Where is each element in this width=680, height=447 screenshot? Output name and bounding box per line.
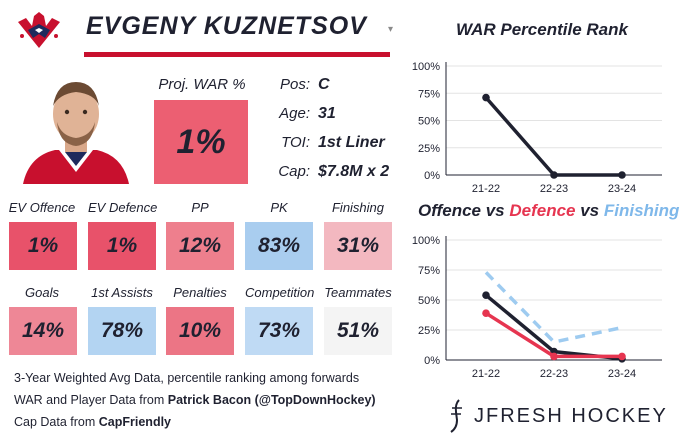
footnote-prefix: WAR and Player Data from — [14, 393, 168, 407]
war-percentile-chart: 0% 25% 50% 75% 100% 21-22 22-23 23-24 — [412, 61, 662, 195]
stat-label-competition: Competition — [245, 285, 315, 300]
info-key: Cap: — [278, 163, 310, 180]
chart-title-offence-defence-finishing: Offence vs Defence vs Finishing — [418, 201, 679, 221]
proj-war-value: 1% — [154, 100, 248, 184]
x-tick-label: 22-23 — [540, 183, 568, 195]
footnote-war-source: WAR and Player Data from Patrick Bacon (… — [14, 393, 376, 407]
stat-tile-teammates: 51% — [324, 307, 392, 355]
stat-tile-ev-offence: 1% — [9, 222, 77, 270]
stat-tile-1st-assists: 78% — [88, 307, 156, 355]
info-key: Pos: — [279, 76, 310, 93]
y-tick-label: 50% — [418, 116, 440, 128]
chart-title-war: WAR Percentile Rank — [456, 20, 628, 39]
x-tick-label: 23-24 — [608, 368, 636, 380]
x-tick-label: 21-22 — [472, 183, 500, 195]
data-point — [618, 352, 626, 361]
title-vs: vs — [575, 201, 604, 220]
series-line — [484, 271, 623, 344]
x-tick-label: 21-22 — [472, 368, 500, 380]
stat-tile-competition: 73% — [245, 307, 313, 355]
title-defence: Defence — [509, 201, 576, 220]
info-row-toi: TOI: 1st Liner — [266, 134, 396, 156]
info-value: C — [318, 76, 330, 93]
stat-tile-goals: 14% — [9, 307, 77, 355]
stat-label-penalties: Penalties — [173, 285, 227, 300]
x-tick-label: 23-24 — [608, 183, 636, 195]
stat-tile-ev-defence: 1% — [88, 222, 156, 270]
source-link-patrick-bacon[interactable]: Patrick Bacon (@TopDownHockey) — [167, 393, 376, 407]
data-point — [618, 171, 626, 179]
info-key: TOI: — [281, 134, 310, 151]
info-value: $7.8M x 2 — [318, 163, 390, 180]
brand-name: JFRESH HOCKEY — [474, 404, 668, 427]
stat-tile-penalties: 10% — [166, 307, 234, 355]
y-tick-label: 100% — [412, 61, 440, 73]
info-row-position: Pos: C — [266, 76, 396, 98]
y-tick-label: 0% — [424, 170, 440, 182]
source-link-capfriendly[interactable]: CapFriendly — [98, 415, 172, 429]
info-key: Age: — [279, 105, 310, 122]
player-name: EVGENY KUZNETSOV — [86, 12, 367, 40]
y-tick-label: 25% — [418, 325, 440, 337]
chevron-down-icon[interactable]: ▾ — [388, 24, 394, 35]
title-finishing: Finishing — [603, 201, 680, 220]
stat-label-finishing: Finishing — [331, 200, 385, 215]
team-logo — [12, 8, 66, 54]
footnote-method: 3-Year Weighted Avg Data, percentile ran… — [14, 371, 360, 385]
data-point — [482, 291, 490, 299]
stat-label-ev-offence: EV Offence — [8, 200, 76, 215]
series-line — [484, 96, 622, 177]
title-offence: Offence — [418, 201, 481, 220]
brand: JFRESH HOCKEY — [446, 398, 668, 434]
data-point — [550, 352, 558, 361]
data-point — [482, 93, 490, 102]
stat-label-teammates: Teammates — [324, 285, 392, 300]
stat-tile-pp: 12% — [166, 222, 234, 270]
info-row-age: Age: 31 — [266, 105, 396, 127]
footnote-prefix: Cap Data from — [14, 415, 99, 429]
stat-tile-pk: 83% — [245, 222, 313, 270]
y-tick-label: 50% — [418, 295, 440, 307]
stat-label-1st-assists: 1st Assists — [91, 285, 153, 300]
stat-label-pp: PP — [191, 200, 209, 215]
y-tick-label: 0% — [424, 355, 440, 367]
stat-tile-finishing: 31% — [324, 222, 392, 270]
info-value: 1st Liner — [318, 134, 385, 151]
offence-defence-finishing-chart: 0% 25% 50% 75% 100% 21-22 22-23 23-24 — [412, 235, 662, 380]
y-tick-label: 75% — [418, 88, 440, 100]
x-tick-label: 22-23 — [540, 368, 568, 380]
title-vs: vs — [481, 201, 510, 220]
info-row-cap: Cap: $7.8M x 2 — [266, 163, 396, 185]
y-tick-label: 25% — [418, 143, 440, 155]
stat-label-ev-defence: EV Defence — [88, 200, 158, 215]
y-tick-label: 100% — [412, 235, 440, 247]
header-divider — [84, 52, 390, 57]
data-point — [550, 171, 558, 179]
footnote-cap-source: Cap Data from CapFriendly — [14, 415, 171, 429]
player-photo — [15, 72, 137, 184]
data-point — [482, 309, 490, 317]
y-tick-label: 75% — [418, 265, 440, 277]
stat-label-pk: PK — [270, 200, 288, 215]
stat-label-goals: Goals — [25, 285, 59, 300]
brand-logo-icon — [450, 399, 462, 433]
info-value: 31 — [318, 105, 336, 122]
proj-war-label: Proj. WAR % — [158, 76, 246, 93]
